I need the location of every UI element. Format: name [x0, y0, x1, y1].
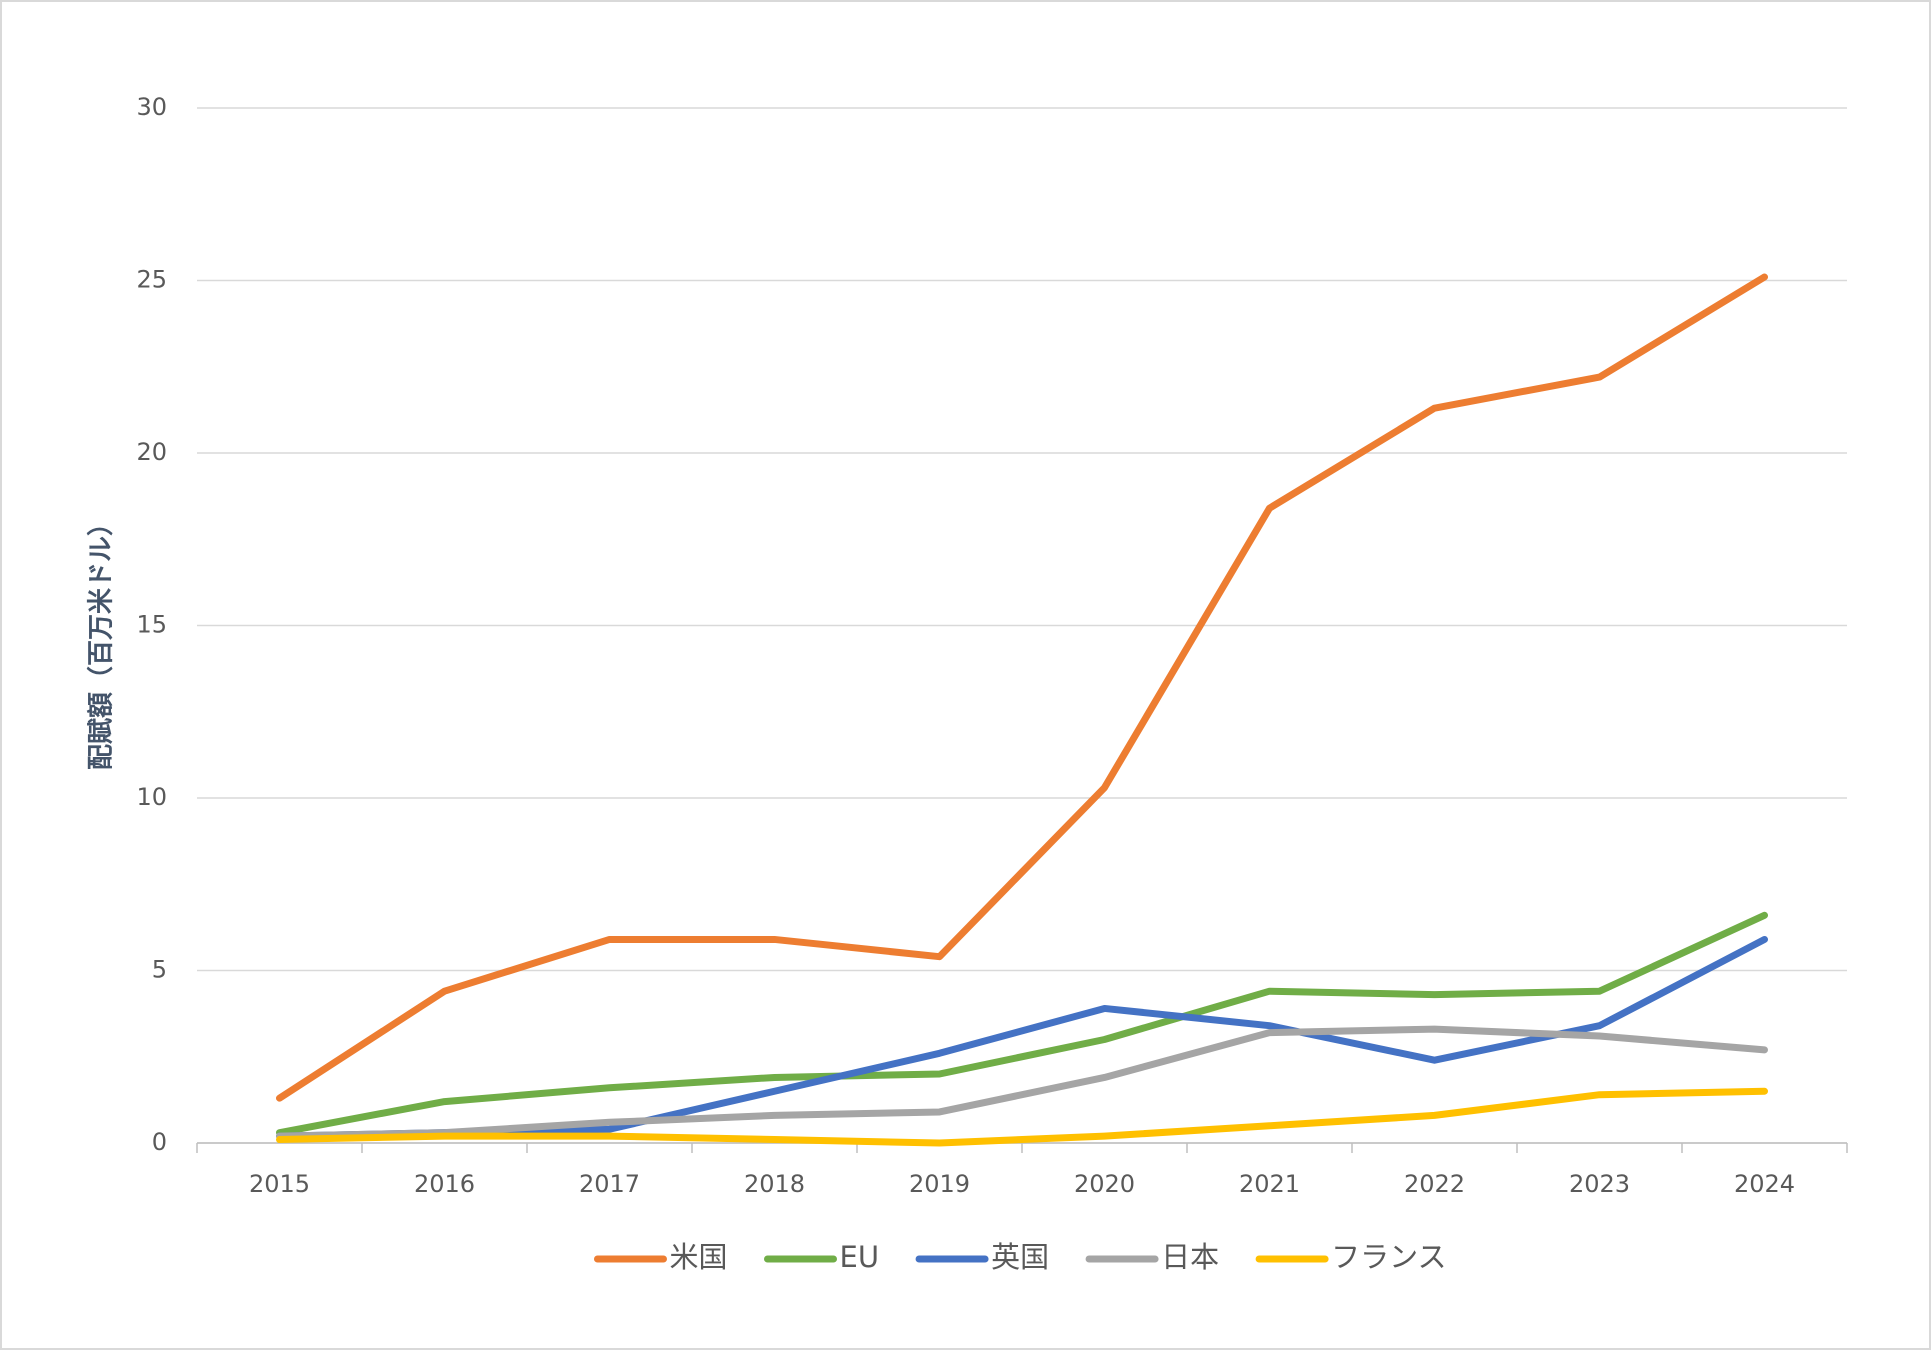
x-tick-label: 2023 — [1569, 1170, 1630, 1198]
y-tick-label: 25 — [136, 266, 167, 294]
x-tick-label: 2020 — [1074, 1170, 1135, 1198]
y-tick-label: 0 — [152, 1128, 167, 1156]
x-tick-label: 2024 — [1734, 1170, 1795, 1198]
x-tick-label: 2021 — [1239, 1170, 1300, 1198]
legend-label: 日本 — [1161, 1240, 1219, 1274]
series-line — [276, 273, 1768, 1102]
x-tick-label: 2019 — [909, 1170, 970, 1198]
x-tick-label: 2022 — [1404, 1170, 1465, 1198]
legend-label: フランス — [1331, 1240, 1446, 1274]
legend-label: EU — [840, 1240, 880, 1274]
y-axis-label: 配賦額（百万米ドル） — [87, 510, 117, 770]
legend-label: 英国 — [991, 1240, 1049, 1274]
y-tick-label: 20 — [136, 438, 167, 466]
legend: 米国 EU 英国 日本 フランス — [593, 1240, 1447, 1274]
series-line — [276, 1025, 1768, 1140]
x-tick-label: 2016 — [414, 1170, 475, 1198]
y-tick-label: 5 — [152, 956, 167, 984]
x-tick-label: 2015 — [249, 1170, 310, 1198]
y-tick-label: 10 — [136, 783, 167, 811]
y-tick-label: 30 — [136, 93, 167, 121]
x-tick-label: 2018 — [744, 1170, 805, 1198]
series-line — [276, 1087, 1768, 1147]
series-line — [276, 911, 1768, 1137]
x-tick-label: 2017 — [579, 1170, 640, 1198]
y-tick-label: 15 — [136, 611, 167, 639]
legend-label: 米国 — [669, 1240, 727, 1274]
